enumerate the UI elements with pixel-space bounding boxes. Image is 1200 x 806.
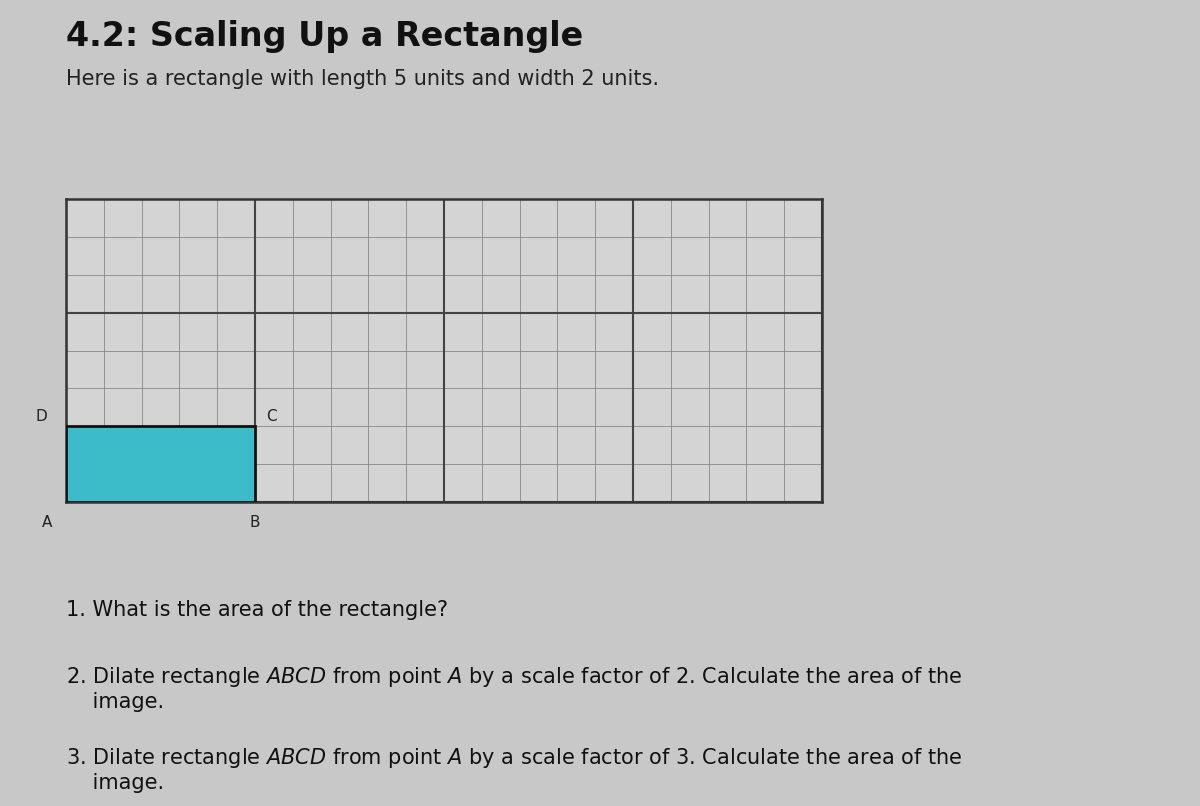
- Text: Here is a rectangle with length 5 units and width 2 units.: Here is a rectangle with length 5 units …: [66, 69, 659, 89]
- Text: 1. What is the area of the rectangle?: 1. What is the area of the rectangle?: [66, 600, 448, 621]
- Bar: [66, 426, 256, 502]
- Text: 3. Dilate rectangle $\mathit{ABCD}$ from point $\mathit{A}$ by a scale factor of: 3. Dilate rectangle $\mathit{ABCD}$ from…: [66, 746, 962, 793]
- Text: B: B: [250, 515, 260, 530]
- Text: D: D: [35, 409, 47, 424]
- Text: C: C: [266, 409, 277, 424]
- Text: 2. Dilate rectangle $\mathit{ABCD}$ from point $\mathit{A}$ by a scale factor of: 2. Dilate rectangle $\mathit{ABCD}$ from…: [66, 665, 962, 713]
- Text: A: A: [42, 515, 53, 530]
- Text: 4.2: Scaling Up a Rectangle: 4.2: Scaling Up a Rectangle: [66, 20, 583, 53]
